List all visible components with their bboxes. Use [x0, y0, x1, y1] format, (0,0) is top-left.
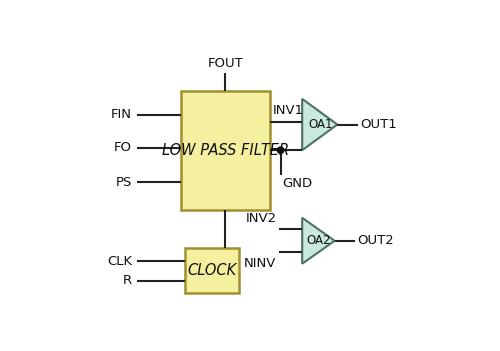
Text: LOW PASS FILTER: LOW PASS FILTER [162, 143, 288, 158]
Text: FOUT: FOUT [208, 58, 243, 71]
Text: FIN: FIN [111, 108, 132, 121]
Circle shape [278, 147, 284, 153]
Text: NINV: NINV [244, 257, 276, 270]
Text: R: R [123, 274, 132, 287]
Text: CLOCK: CLOCK [187, 263, 236, 278]
Text: PS: PS [116, 176, 132, 189]
Bar [184, 247, 238, 293]
Text: CLK: CLK [107, 255, 132, 268]
Text: GND: GND [282, 177, 312, 190]
Text: OA2: OA2 [307, 234, 332, 247]
Text: FO: FO [114, 141, 132, 154]
Text: OUT2: OUT2 [358, 234, 395, 247]
Text: OA1: OA1 [308, 118, 332, 131]
Polygon shape [302, 218, 334, 264]
Text: INV2: INV2 [246, 212, 276, 225]
Bar [180, 91, 270, 210]
Text: OUT1: OUT1 [360, 118, 397, 131]
Text: INV1: INV1 [272, 104, 304, 117]
Polygon shape [302, 99, 338, 150]
